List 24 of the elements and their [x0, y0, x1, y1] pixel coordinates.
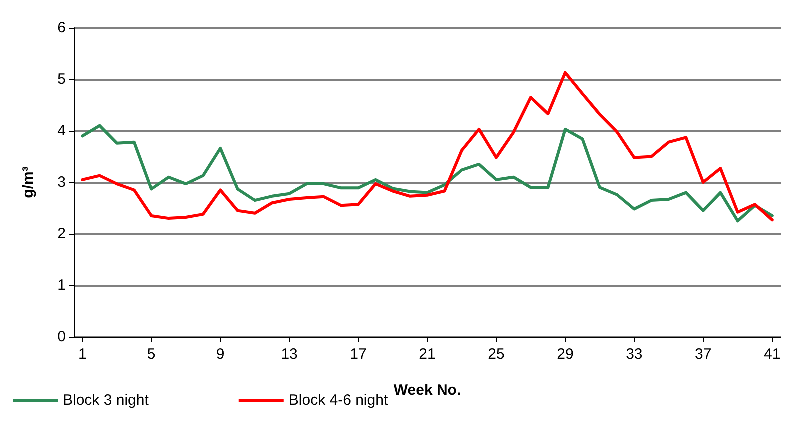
y-tick-label: 3 — [58, 174, 66, 191]
x-tick-label: 25 — [488, 346, 505, 363]
line-series — [81, 71, 774, 222]
y-tick-label: 5 — [58, 71, 66, 88]
x-tick-label: 37 — [695, 346, 712, 363]
y-tick-label: 6 — [58, 20, 66, 36]
x-tick-label: 9 — [216, 346, 225, 363]
legend-label: Block 3 night — [63, 392, 150, 409]
legend-label: Block 4-6 night — [288, 392, 389, 409]
y-tick-label: 2 — [58, 226, 66, 242]
x-tick-label: 5 — [147, 346, 156, 363]
x-tick-label: 29 — [557, 346, 574, 363]
x-tick-label: 1 — [78, 346, 87, 363]
x-tick-label: 21 — [419, 346, 436, 363]
line-series — [81, 124, 774, 223]
x-tick-label: 33 — [626, 346, 643, 363]
y-tick-label: 4 — [58, 122, 66, 140]
x-axis-title: Week No. — [394, 382, 462, 399]
x-tick-label: 17 — [350, 346, 367, 363]
x-tick-label: 13 — [281, 346, 298, 363]
y-axis-title: g/m³ — [20, 166, 37, 198]
x-tick-label: 41 — [764, 346, 781, 363]
y-tick-label: 1 — [58, 277, 66, 294]
y-tick-label: 0 — [58, 328, 66, 346]
